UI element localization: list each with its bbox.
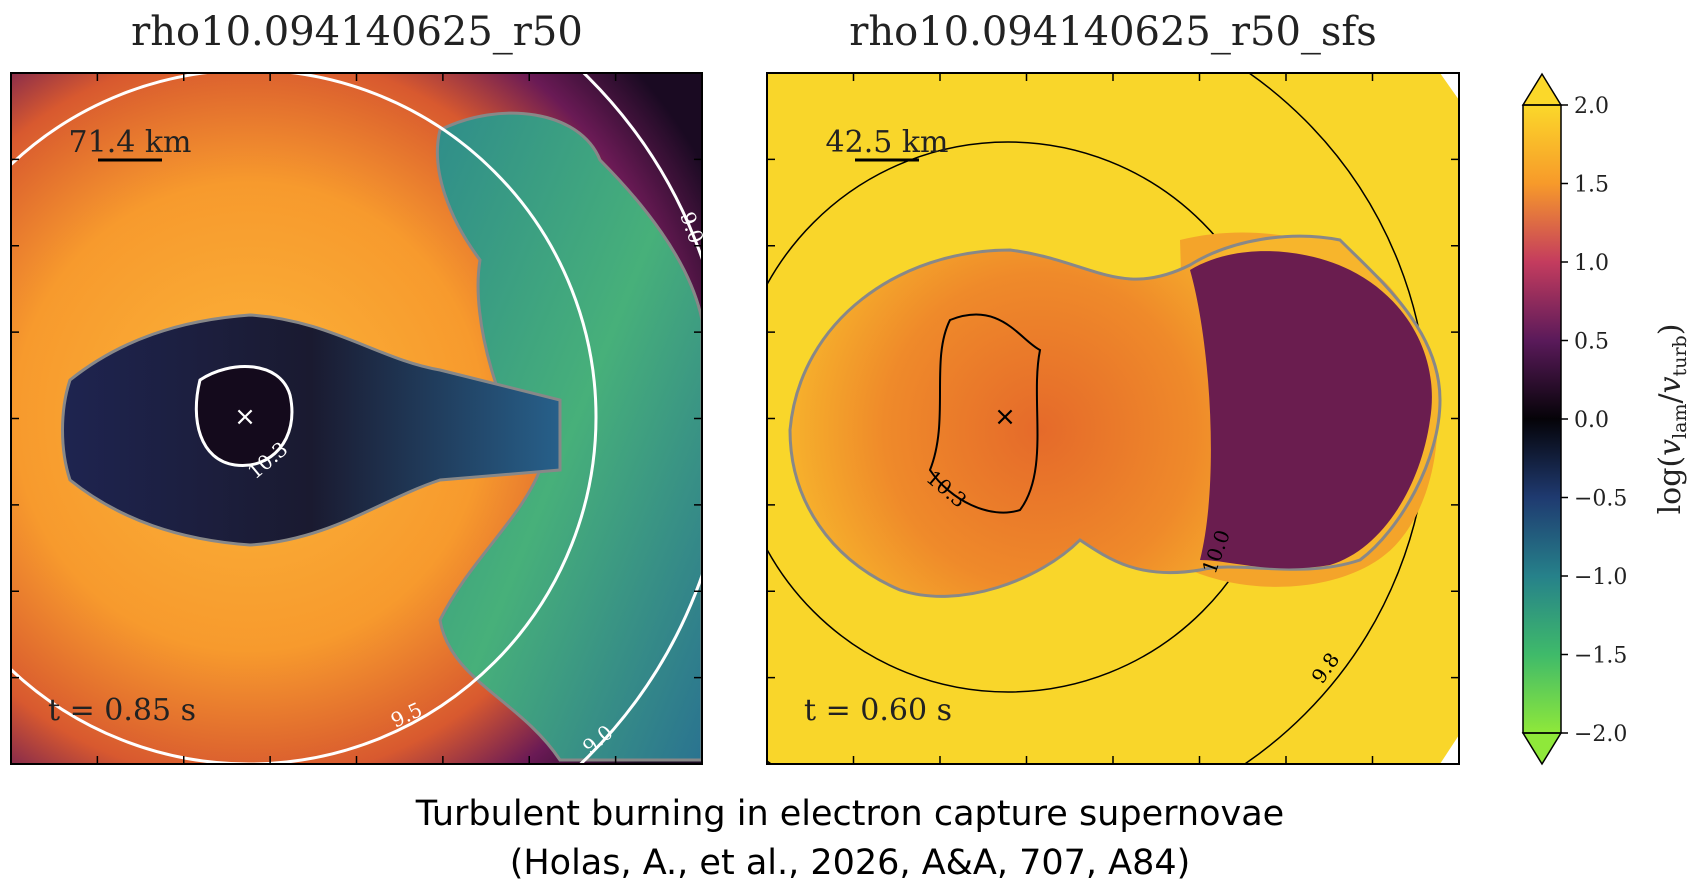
label-part: lam — [1669, 403, 1691, 438]
time-label: t = 0.60 s — [804, 693, 952, 728]
colorbar-tick-label: 1.0 — [1574, 251, 1609, 276]
label-part: turb — [1669, 335, 1691, 376]
svg-text:×: × — [994, 402, 1016, 432]
scale-label: 71.4 km — [69, 125, 192, 160]
colorbar-tick-label: −1.0 — [1574, 565, 1627, 590]
panel-image: × — [11, 73, 702, 764]
colorbar-tick-label: 1.5 — [1574, 173, 1609, 198]
colorbar-tick-label: 0.0 — [1574, 408, 1609, 433]
colorbar-tick-label: −0.5 — [1574, 487, 1627, 512]
colorbar-tick-label: −2.0 — [1574, 722, 1627, 747]
colorbar-tick-label: −1.5 — [1574, 644, 1627, 669]
label-part: v — [1653, 439, 1688, 456]
panel-title: rho10.094140625_r50_sfs — [849, 9, 1377, 55]
svg-text:×: × — [234, 402, 256, 432]
caption: (Holas, A., et al., 2026, A&A, 707, A84) — [510, 843, 1191, 883]
time-label: t = 0.85 s — [48, 693, 196, 728]
scale-label: 42.5 km — [826, 125, 949, 160]
label-part: ) — [1653, 324, 1688, 336]
caption: Turbulent burning in electron capture su… — [415, 794, 1284, 834]
label-part: log( — [1653, 456, 1688, 515]
colorbar-tick-label: 0.5 — [1574, 330, 1609, 355]
label-part: / — [1653, 392, 1688, 403]
label-part: v — [1653, 376, 1688, 393]
panel-image: × — [767, 73, 1459, 764]
colorbar-label: log(vlam/vturb) — [1653, 324, 1691, 515]
colorbar-tick-label: 2.0 — [1574, 94, 1609, 119]
panel-title: rho10.094140625_r50 — [131, 9, 583, 55]
colorbar — [1521, 72, 1563, 766]
